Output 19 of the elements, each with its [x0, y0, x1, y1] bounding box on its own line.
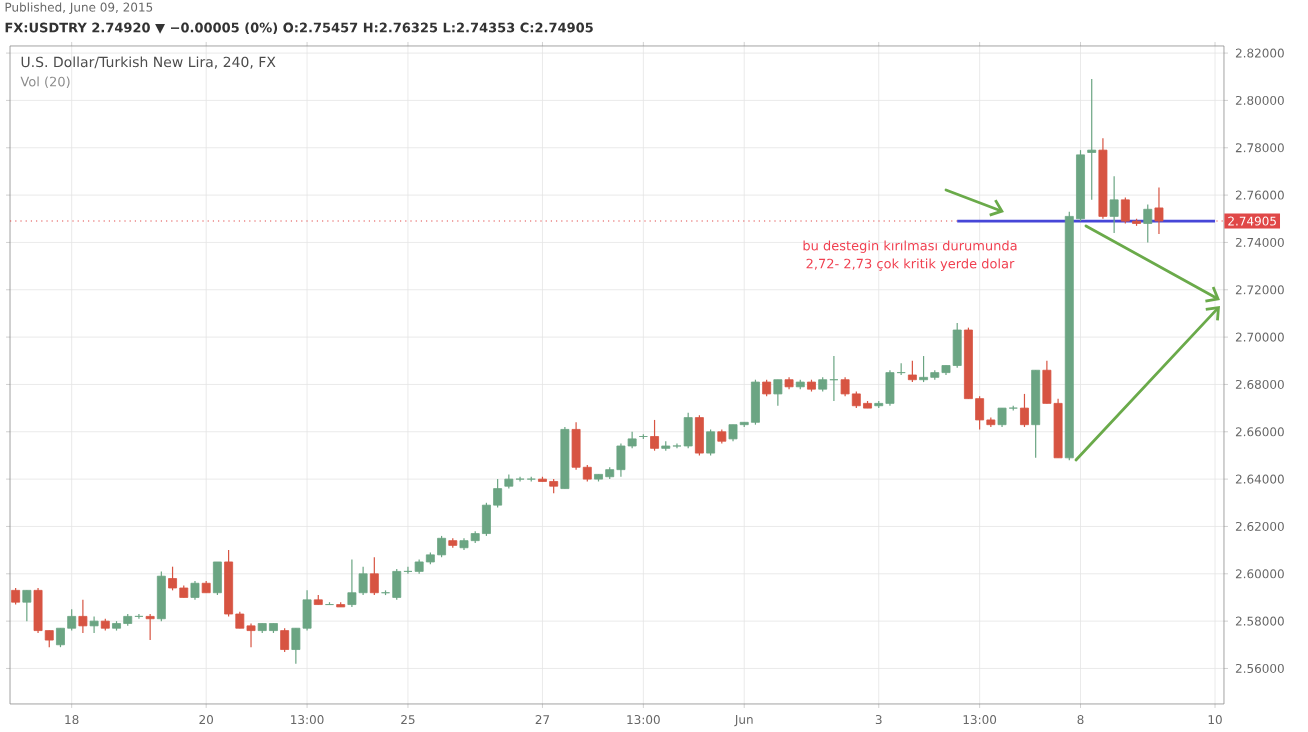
candlestick	[1143, 203, 1153, 243]
candlestick	[190, 579, 200, 601]
candlestick	[212, 560, 222, 596]
candlestick	[369, 556, 379, 596]
candlestick	[22, 589, 32, 622]
candlestick	[694, 414, 704, 456]
candlestick	[1087, 78, 1097, 201]
candlestick	[1020, 392, 1029, 428]
candlestick	[145, 613, 155, 641]
candlestick	[650, 418, 659, 451]
candlestick	[907, 359, 917, 383]
candlestick	[1109, 175, 1119, 234]
candlestick	[78, 598, 88, 634]
candlestick	[706, 428, 716, 456]
candlestick	[156, 570, 166, 622]
candlestick	[773, 378, 783, 406]
candlestick	[280, 627, 290, 653]
candlestick	[1154, 186, 1164, 235]
candlestick	[89, 615, 99, 634]
